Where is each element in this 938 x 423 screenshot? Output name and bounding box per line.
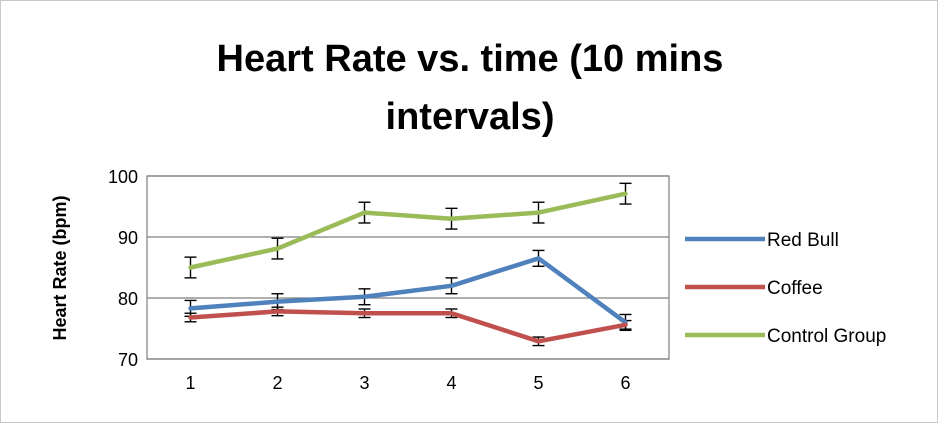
legend-label: Control Group [767, 326, 886, 347]
chart-title: Heart Rate vs. time (10 mins intervals) [216, 38, 724, 138]
y-tick-label: 90 [118, 228, 138, 248]
error-bars [184, 182, 632, 347]
x-tick-label: 2 [272, 373, 282, 393]
x-tick-label: 6 [620, 373, 630, 393]
legend-label: Coffee [767, 278, 823, 299]
y-axis-title: Heart Rate (bpm) [50, 195, 70, 340]
x-tick-label: 4 [446, 373, 456, 393]
series-line-coffee [188, 309, 628, 344]
tick-labels: 70 80 90 100 1 2 3 4 5 6 [108, 167, 631, 393]
x-tick-label: 5 [533, 373, 543, 393]
series-line-control-group [188, 191, 628, 270]
y-tick-label: 70 [118, 350, 138, 370]
x-tick-label: 1 [185, 373, 195, 393]
legend: Red Bull Coffee Control Group [685, 230, 886, 347]
y-tick-label: 80 [118, 289, 138, 309]
legend-label: Red Bull [767, 230, 839, 251]
legend-entry-coffee: Coffee [685, 278, 823, 299]
y-tick-label: 100 [108, 167, 138, 187]
x-tick-label: 3 [359, 373, 369, 393]
gridlines [146, 175, 670, 360]
legend-entry-red-bull: Red Bull [685, 230, 839, 251]
legend-entry-control-group: Control Group [685, 326, 886, 347]
series-lines [188, 191, 628, 344]
series-line-red-bull [188, 256, 628, 325]
